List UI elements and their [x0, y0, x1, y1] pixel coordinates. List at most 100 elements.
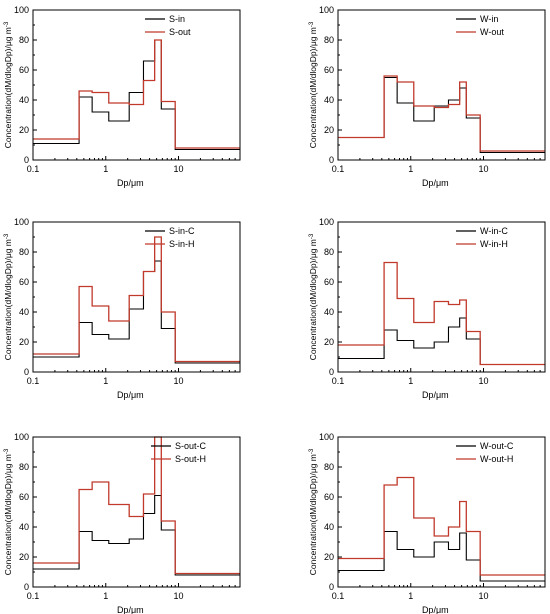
y-tick-label: 80 [324, 247, 334, 257]
x-axis-label: Dp/μm [117, 605, 144, 614]
legend: W-out-C W-out-H [456, 441, 514, 464]
y-tick-label: 100 [319, 217, 334, 227]
legend: S-in S-out [145, 14, 191, 37]
y-tick-label: 40 [324, 95, 334, 105]
y-axis-label: Concentration(dM/dlogDp)/μg m-3 [308, 21, 318, 148]
y-axis-label-text: Concentration(dM/dlogDp)/μg m [3, 239, 13, 360]
series-line-w-out-c [338, 530, 545, 582]
series-line-w-in-c [338, 317, 545, 366]
x-axis-label: Dp/μm [117, 178, 144, 188]
x-tick-label: 1 [408, 376, 413, 386]
y-tick-label: 100 [14, 432, 29, 442]
plot-frame [32, 436, 241, 588]
y-tick-label: 20 [19, 337, 29, 347]
y-tick-label: 40 [19, 522, 29, 532]
y-tick-label: 100 [14, 5, 29, 15]
plot-frame [337, 221, 546, 373]
legend-label-w-in: W-in [480, 14, 498, 24]
y-tick-label: 40 [19, 95, 29, 105]
x-tick-label: 10 [174, 376, 184, 386]
y-axis-label-superscript: -3 [4, 448, 10, 454]
legend: W-in W-out [456, 14, 504, 37]
legend: S-out-C S-out-H [151, 441, 207, 464]
y-tick-label: 80 [19, 35, 29, 45]
x-tick-label: 10 [479, 164, 489, 174]
y-tick-label: 80 [19, 462, 29, 472]
x-tick-label: 10 [174, 164, 184, 174]
x-tick-label: 10 [479, 376, 489, 386]
chart-panel-6: 0 20 40 60 80 100 0.1 1 10 Dp/μm Concentration(dM/… [308, 432, 546, 614]
x-axis-label: Dp/μm [117, 390, 144, 400]
y-tick-label: 40 [324, 307, 334, 317]
x-tick-label: 0.1 [27, 376, 40, 386]
y-axis-label-text: Concentration(dM/dlogDp)/μg m [308, 454, 318, 575]
y-axis-label: Concentration(dM/dlogDp)/μg m-3 [3, 21, 13, 148]
x-axis-label: Dp/μm [422, 390, 449, 400]
x-tick-label: 1 [408, 591, 413, 601]
legend-label-s-in-c: S-in-C [169, 226, 195, 236]
series-line-w-out-h [338, 476, 545, 576]
chart-panel-2: 0 20 40 60 80 100 0.1 1 10 Dp/μm Concentration(dM/… [308, 5, 546, 188]
y-axis-label: Concentration(dM/dlogDp)/μg m-3 [308, 233, 318, 360]
y-tick-label: 80 [19, 247, 29, 257]
y-axis-label-superscript: -3 [4, 233, 10, 239]
x-tick-label: 1 [103, 591, 108, 601]
x-axis-label: Dp/μm [422, 605, 449, 614]
series-line-w-in-h [338, 261, 545, 366]
y-axis-label-text: Concentration(dM/dlogDp)/μg m [308, 27, 318, 148]
series-line-w-in [338, 76, 545, 154]
x-tick-label: 1 [103, 376, 108, 386]
x-tick-label: 0.1 [27, 164, 40, 174]
series-line-w-out [338, 75, 545, 152]
y-tick-label: 100 [319, 432, 334, 442]
y-tick-label: 60 [19, 277, 29, 287]
legend-label-s-in-h: S-in-H [169, 239, 195, 249]
y-axis-label-superscript: -3 [4, 21, 10, 27]
chart-panel-3: 0 20 40 60 80 100 0.1 1 10 Dp/μm Concentration(dM/… [3, 217, 241, 400]
legend-label-w-out: W-out [480, 27, 504, 37]
y-tick-label: 0 [24, 367, 29, 377]
series-line-s-in-h [33, 236, 240, 363]
y-axis-label: Concentration(dM/dlogDp)/μg m-3 [308, 448, 318, 575]
legend: S-in-C S-in-H [145, 226, 195, 249]
y-tick-label: 0 [24, 582, 29, 592]
y-axis-label-superscript: -3 [309, 21, 315, 27]
y-tick-label: 20 [19, 552, 29, 562]
series-line-s-in-c [33, 260, 240, 364]
y-tick-label: 40 [324, 522, 334, 532]
legend-label-s-out: S-out [169, 27, 191, 37]
x-tick-label: 0.1 [27, 591, 40, 601]
legend-label-w-in-h: W-in-H [480, 239, 508, 249]
x-tick-label: 0.1 [332, 591, 345, 601]
y-tick-label: 20 [19, 125, 29, 135]
legend-label-s-out-c: S-out-C [175, 441, 207, 451]
series-line-s-out-c [33, 494, 240, 576]
y-tick-label: 80 [324, 35, 334, 45]
y-axis-label: Concentration(dM/dlogDp)/μg m-3 [3, 448, 13, 575]
y-tick-label: 0 [329, 367, 334, 377]
chart-panel-5: 0 20 40 60 80 100 0.1 1 10 Dp/μm Concentration(dM/… [3, 432, 241, 614]
legend-label-s-in: S-in [169, 14, 185, 24]
series-line-s-out [33, 39, 240, 149]
y-axis-label-superscript: -3 [309, 233, 315, 239]
y-tick-label: 60 [324, 277, 334, 287]
x-axis-label: Dp/μm [422, 178, 449, 188]
x-tick-label: 10 [174, 591, 184, 601]
y-tick-label: 20 [324, 552, 334, 562]
plot-frame [337, 436, 546, 588]
legend-label-w-out-h: W-out-H [480, 454, 513, 464]
x-tick-label: 1 [408, 164, 413, 174]
y-tick-label: 0 [24, 155, 29, 165]
x-tick-label: 0.1 [332, 376, 345, 386]
chart-panel-1: 0 20 40 60 80 100 0.1 1 10 Dp/μm Concentration(dM/… [3, 5, 241, 188]
series-line-s-in [33, 39, 240, 151]
y-tick-label: 40 [19, 307, 29, 317]
y-tick-label: 60 [324, 65, 334, 75]
legend-label-w-in-c: W-in-C [480, 226, 508, 236]
y-tick-label: 20 [324, 337, 334, 347]
y-tick-label: 0 [329, 155, 334, 165]
y-tick-label: 100 [14, 217, 29, 227]
legend: W-in-C W-in-H [456, 226, 508, 249]
x-tick-label: 10 [479, 591, 489, 601]
